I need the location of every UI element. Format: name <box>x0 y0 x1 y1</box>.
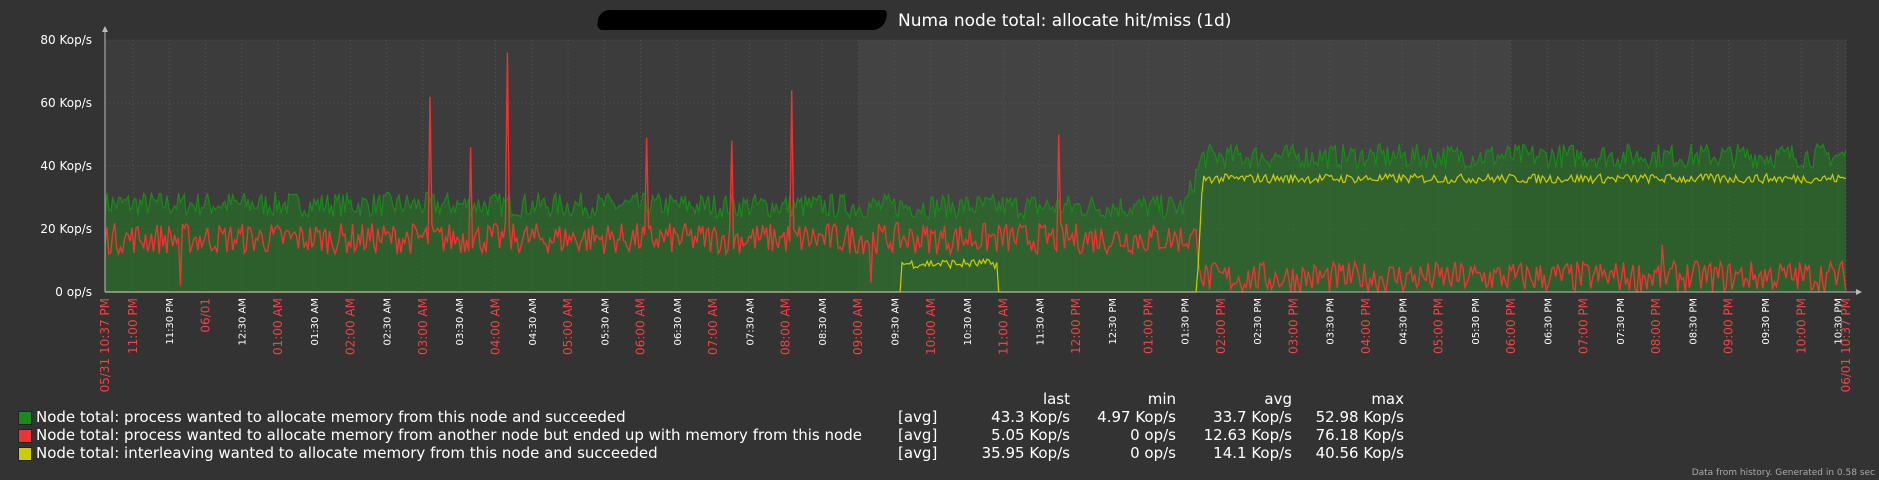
x-tick-label: 10:00 PM <box>1794 298 1808 354</box>
y-tick-label: 0 op/s <box>55 285 92 299</box>
legend-swatch-red <box>18 429 32 443</box>
series-line-0 <box>104 142 1847 221</box>
footer-note: Data from history. Generated in 0.58 sec <box>1691 468 1875 478</box>
x-axis-arrow <box>1856 289 1862 295</box>
x-tick-label: 07:30 PM <box>1616 298 1627 345</box>
legend-func: [avg] <box>898 444 938 462</box>
x-tick-label: 04:00 PM <box>1359 298 1373 354</box>
x-tick-label: 12:00 PM <box>1069 298 1083 354</box>
legend-row-interleave: Node total: interleaving wanted to alloc… <box>18 444 1418 462</box>
x-tick-label: 02:30 PM <box>1253 298 1264 345</box>
legend-avg: 12.63 Kop/s <box>1203 426 1292 444</box>
x-tick-label: 10:00 AM <box>924 298 938 355</box>
x-tick-label: 08:30 PM <box>1688 298 1699 345</box>
series-group <box>104 52 1847 294</box>
legend-min: 4.97 Kop/s <box>1097 408 1176 426</box>
legend: last min avg max Node total: process wan… <box>18 390 1418 462</box>
x-tick-label: 03:00 PM <box>1286 298 1300 354</box>
x-tick-label: 08:00 PM <box>1649 298 1663 354</box>
y-axis-arrow <box>102 26 108 32</box>
legend-max: 52.98 Kop/s <box>1315 408 1404 426</box>
redacted-host-name <box>596 10 888 30</box>
legend-row-miss: Node total: process wanted to allocate m… <box>18 426 1418 444</box>
x-tick-label: 05:00 AM <box>561 298 575 355</box>
x-tick-label: 05:30 AM <box>600 298 611 345</box>
x-tick-label: 01:30 PM <box>1181 298 1192 345</box>
x-tick-label: 11:00 AM <box>996 298 1010 355</box>
legend-header-last: last <box>1042 390 1070 408</box>
legend-func: [avg] <box>898 426 938 444</box>
x-tick-label: 06:30 PM <box>1543 298 1554 345</box>
x-tick-label: 12:30 PM <box>1108 298 1119 345</box>
legend-avg: 14.1 Kop/s <box>1213 444 1292 462</box>
x-tick-label: 02:00 PM <box>1214 298 1228 354</box>
work-hours-shade <box>858 40 1512 292</box>
x-tick-label: 06:30 AM <box>673 298 684 345</box>
x-tick-label: 08:00 AM <box>779 298 793 355</box>
x-tick-label: 07:00 AM <box>706 298 720 355</box>
x-tick-label: 08:30 AM <box>818 298 829 345</box>
series-line-1 <box>104 52 1847 294</box>
legend-series-name: Node total: process wanted to allocate m… <box>36 426 862 444</box>
x-tick-label: 02:30 AM <box>383 298 394 345</box>
legend-header-max: max <box>1371 390 1404 408</box>
x-tick-label: 11:30 AM <box>1036 298 1047 345</box>
x-tick-label: 09:30 AM <box>890 298 901 345</box>
legend-swatch-green <box>18 411 32 425</box>
legend-row-hit: Node total: process wanted to allocate m… <box>18 408 1418 426</box>
y-tick-label: 60 Kop/s <box>40 96 92 110</box>
legend-swatch-yellow <box>18 447 32 461</box>
y-tick-label: 20 Kop/s <box>40 222 92 236</box>
x-tick-label: 04:00 AM <box>489 298 503 355</box>
legend-max: 76.18 Kop/s <box>1315 426 1404 444</box>
y-tick-label: 80 Kop/s <box>40 33 92 47</box>
legend-min: 0 op/s <box>1130 444 1176 462</box>
legend-series-name: Node total: process wanted to allocate m… <box>36 408 626 426</box>
legend-header-avg: avg <box>1264 390 1292 408</box>
x-tick-label: 04:30 AM <box>528 298 539 345</box>
x-tick-label: 11:30 PM <box>165 298 176 345</box>
chart-title: Numa node total: allocate hit/miss (1d) <box>898 11 1231 31</box>
legend-header: last min avg max <box>18 390 1418 408</box>
x-tick-label: 07:30 AM <box>745 298 756 345</box>
x-tick-label: 09:00 AM <box>851 298 865 355</box>
y-tick-label: 40 Kop/s <box>40 159 92 173</box>
x-tick-label: 09:00 PM <box>1722 298 1736 354</box>
x-tick-label: 10:30 PM <box>1834 298 1845 345</box>
x-tick-label: 11:00 PM <box>126 298 140 354</box>
x-tick-label: 12:30 AM <box>238 298 249 345</box>
x-tick-label: 07:00 PM <box>1577 298 1591 354</box>
x-tick-label: 10:30 AM <box>963 298 974 345</box>
x-tick-label: 09:30 PM <box>1761 298 1772 345</box>
legend-header-min: min <box>1147 390 1176 408</box>
x-tick-label: 05:00 PM <box>1432 298 1446 354</box>
x-tick-label: 01:00 AM <box>271 298 285 355</box>
legend-series-name: Node total: interleaving wanted to alloc… <box>36 444 658 462</box>
x-tick-label: 06:00 PM <box>1504 298 1518 354</box>
x-tick-label: 03:30 PM <box>1326 298 1337 345</box>
legend-min: 0 op/s <box>1130 426 1176 444</box>
x-tick-label: 03:30 AM <box>455 298 466 345</box>
x-tick-label: 02:00 AM <box>343 298 357 355</box>
x-tick-label: 06/01 10:37 PM <box>1839 298 1853 392</box>
legend-func: [avg] <box>898 408 938 426</box>
x-tick-label: 01:00 PM <box>1141 298 1155 354</box>
x-tick-label: 04:30 PM <box>1398 298 1409 345</box>
legend-last: 43.3 Kop/s <box>991 408 1070 426</box>
x-tick-label: 06:00 AM <box>634 298 648 355</box>
x-tick-label: 06/01 <box>198 298 212 333</box>
x-tick-label: 05/31 10:37 PM <box>98 298 112 392</box>
legend-last: 35.95 Kop/s <box>981 444 1070 462</box>
x-tick-label: 05:30 PM <box>1471 298 1482 345</box>
x-tick-label: 03:00 AM <box>416 298 430 355</box>
legend-avg: 33.7 Kop/s <box>1213 408 1292 426</box>
legend-last: 5.05 Kop/s <box>991 426 1070 444</box>
legend-max: 40.56 Kop/s <box>1315 444 1404 462</box>
series-area-hit <box>105 143 1846 292</box>
x-tick-label: 01:30 AM <box>310 298 321 345</box>
